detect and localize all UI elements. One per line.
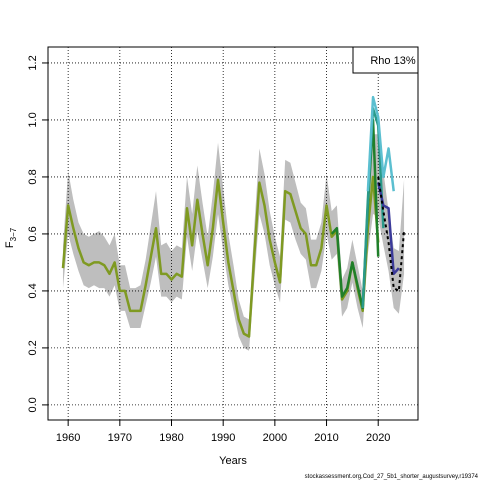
x-axis-label: Years xyxy=(219,455,247,467)
x-tick-label: 2020 xyxy=(366,432,390,444)
series-line xyxy=(366,95,395,192)
x-tick-label: 1990 xyxy=(211,432,235,444)
x-tick-label: 2010 xyxy=(314,432,338,444)
series-line xyxy=(61,175,380,338)
y-label-main: F xyxy=(4,241,16,248)
series-line xyxy=(376,182,400,276)
footer: stockassessment.org,Cod_27_5b1_shorter_a… xyxy=(305,474,479,480)
x-tick-label: 1960 xyxy=(56,432,80,444)
y-axis-label: F3−7 xyxy=(4,227,18,248)
y-tick-label: 0.8 xyxy=(27,169,39,184)
x-tick-label: 1980 xyxy=(159,432,183,444)
y-tick-label: 0.4 xyxy=(27,283,39,298)
confidence-band xyxy=(62,134,405,351)
plot-frame xyxy=(47,46,419,421)
y-tick-label: 0.6 xyxy=(27,226,39,241)
y-tick-label: 1.0 xyxy=(27,112,39,127)
legend-text: Rho 13% xyxy=(370,55,415,67)
series-line xyxy=(377,176,406,292)
x-tick-label: 2000 xyxy=(263,432,287,444)
y-tick-label: 0.2 xyxy=(27,340,39,355)
y-label-sub: 3−7 xyxy=(9,227,18,241)
x-tick-label: 1970 xyxy=(108,432,132,444)
y-tick-label: 0.0 xyxy=(27,397,39,412)
legend-box xyxy=(352,46,419,74)
y-tick-label: 1.2 xyxy=(27,55,39,70)
